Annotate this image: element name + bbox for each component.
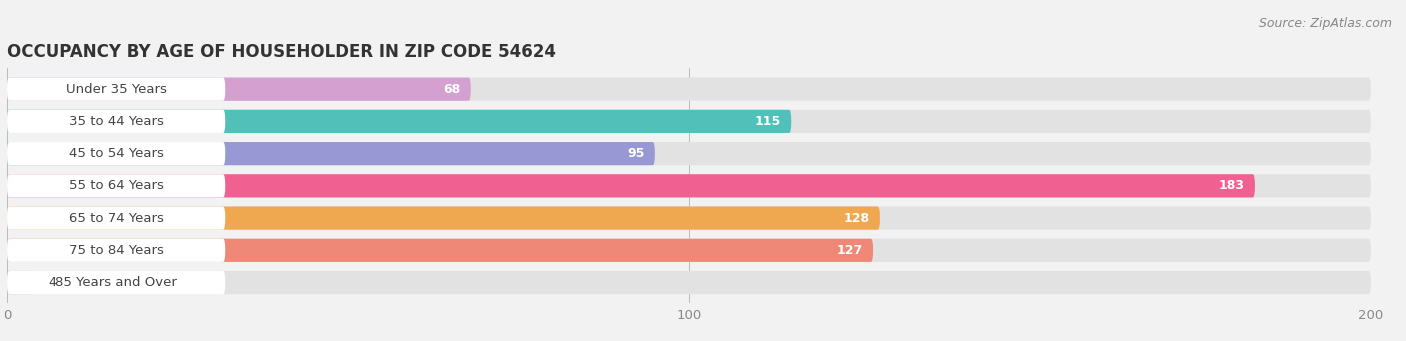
Text: 65 to 74 Years: 65 to 74 Years: [69, 211, 163, 225]
Text: 127: 127: [837, 244, 863, 257]
Text: OCCUPANCY BY AGE OF HOUSEHOLDER IN ZIP CODE 54624: OCCUPANCY BY AGE OF HOUSEHOLDER IN ZIP C…: [7, 43, 555, 61]
FancyBboxPatch shape: [7, 206, 225, 230]
FancyBboxPatch shape: [7, 239, 873, 262]
Text: 75 to 84 Years: 75 to 84 Years: [69, 244, 163, 257]
FancyBboxPatch shape: [7, 142, 225, 165]
FancyBboxPatch shape: [7, 77, 1371, 101]
FancyBboxPatch shape: [7, 174, 225, 197]
Text: 128: 128: [844, 211, 870, 225]
Text: 4: 4: [48, 276, 56, 289]
FancyBboxPatch shape: [7, 174, 1256, 197]
FancyBboxPatch shape: [7, 110, 1371, 133]
Text: 35 to 44 Years: 35 to 44 Years: [69, 115, 163, 128]
Text: 115: 115: [755, 115, 780, 128]
Text: 45 to 54 Years: 45 to 54 Years: [69, 147, 163, 160]
Text: 55 to 64 Years: 55 to 64 Years: [69, 179, 163, 192]
FancyBboxPatch shape: [7, 206, 1371, 230]
Text: 68: 68: [443, 83, 461, 95]
FancyBboxPatch shape: [7, 77, 225, 101]
FancyBboxPatch shape: [7, 239, 1371, 262]
FancyBboxPatch shape: [7, 174, 1371, 197]
FancyBboxPatch shape: [7, 77, 471, 101]
FancyBboxPatch shape: [7, 110, 225, 133]
Text: 95: 95: [627, 147, 644, 160]
Text: Source: ZipAtlas.com: Source: ZipAtlas.com: [1258, 17, 1392, 30]
FancyBboxPatch shape: [7, 239, 225, 262]
FancyBboxPatch shape: [7, 271, 225, 294]
FancyBboxPatch shape: [7, 271, 1371, 294]
FancyBboxPatch shape: [7, 142, 1371, 165]
Text: Under 35 Years: Under 35 Years: [66, 83, 166, 95]
Text: 183: 183: [1219, 179, 1244, 192]
FancyBboxPatch shape: [7, 110, 792, 133]
Text: 85 Years and Over: 85 Years and Over: [55, 276, 177, 289]
FancyBboxPatch shape: [7, 142, 655, 165]
FancyBboxPatch shape: [7, 206, 880, 230]
FancyBboxPatch shape: [7, 271, 34, 294]
